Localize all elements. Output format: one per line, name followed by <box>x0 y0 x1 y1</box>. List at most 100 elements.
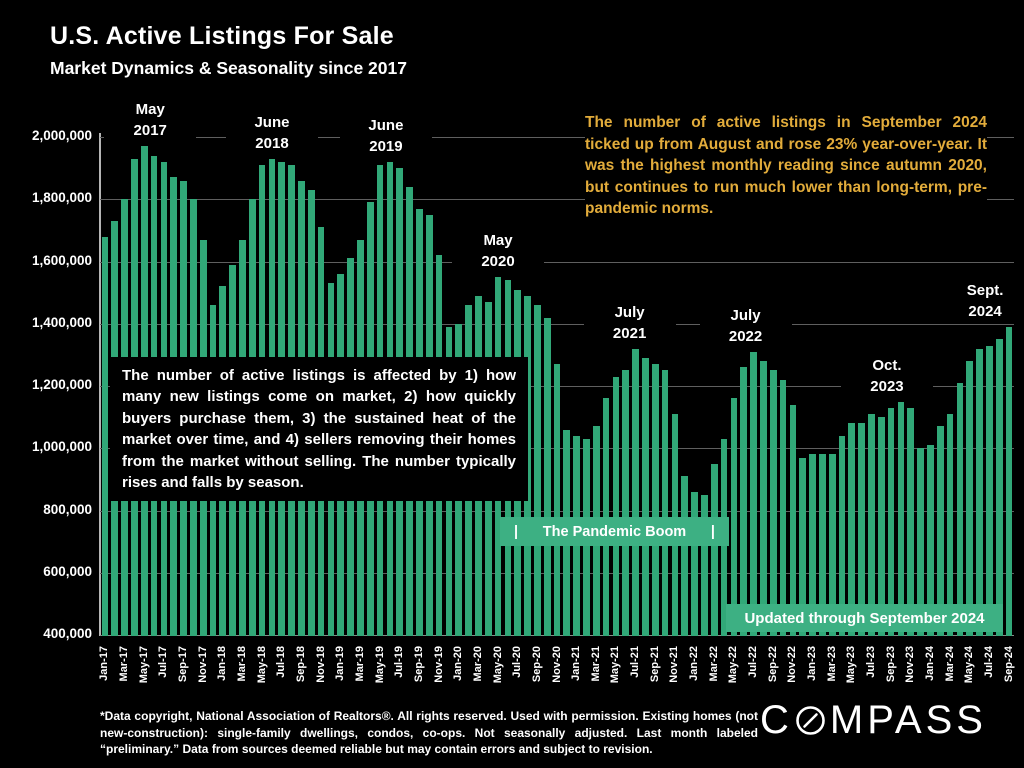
y-tick-label: 800,000 <box>43 501 92 517</box>
x-tick-label: Jul-22 <box>747 646 760 678</box>
page-subtitle: Market Dynamics & Seasonality since 2017 <box>50 58 407 78</box>
commentary-note: The number of active listings in Septemb… <box>585 112 987 220</box>
bar <box>936 426 944 636</box>
gridline <box>100 137 1014 138</box>
x-tick-label: Sep-19 <box>412 646 425 683</box>
x-tick-label: Mar-22 <box>707 646 720 682</box>
bar <box>887 407 895 636</box>
bar <box>543 317 551 636</box>
y-tick-label: 1,600,000 <box>31 252 92 268</box>
gridline <box>100 323 1014 325</box>
x-tick-label: Mar-17 <box>118 646 131 682</box>
x-tick-label: Jan-18 <box>216 646 229 681</box>
bar <box>691 491 698 636</box>
bar <box>838 435 846 636</box>
bar <box>101 236 109 636</box>
bar <box>681 476 689 636</box>
logo-text-c: C <box>760 698 793 742</box>
page-title: U.S. Active Listings For Sale <box>50 22 394 50</box>
x-tick-label: Jul-24 <box>982 646 995 678</box>
bar <box>966 361 974 636</box>
y-tick-label: 1,000,000 <box>31 439 92 455</box>
peak-label: July 2022 <box>699 304 792 347</box>
bar <box>877 417 885 636</box>
x-tick-label: Jan-24 <box>923 646 936 681</box>
banner-label: The Pandemic Boom <box>542 523 687 540</box>
bar <box>868 414 875 636</box>
y-tick-label: 400,000 <box>43 626 92 641</box>
bar <box>799 457 807 636</box>
x-tick-label: Nov-21 <box>668 646 681 683</box>
x-tick-label: May-24 <box>963 646 976 684</box>
logo-text-mpass: MPASS <box>829 698 987 742</box>
peak-label: June 2018 <box>225 111 318 154</box>
x-tick-label: Sep-18 <box>294 646 307 683</box>
bar <box>809 454 816 636</box>
bar <box>760 361 767 636</box>
peak-label: May 2017 <box>104 99 197 142</box>
x-tick-label: Mar-19 <box>353 646 366 682</box>
x-tick-label: May-21 <box>609 646 622 684</box>
bar <box>533 305 541 636</box>
gridline <box>100 199 1014 201</box>
bar <box>701 494 708 636</box>
y-tick-label: 600,000 <box>43 563 92 579</box>
bar <box>740 367 748 636</box>
peak-label: July 2021 <box>583 301 676 344</box>
bar <box>730 398 738 636</box>
x-tick-label: Jul-17 <box>157 646 170 678</box>
bar <box>897 401 905 636</box>
x-tick-label: Sep-23 <box>884 646 897 683</box>
x-tick-label: May-18 <box>255 646 268 684</box>
x-tick-label: Mar-18 <box>236 646 248 682</box>
x-tick-label: May-17 <box>137 646 150 684</box>
bar <box>917 448 924 636</box>
x-tick-label: Jul-23 <box>864 646 877 678</box>
peak-label: May 2020 <box>452 230 545 273</box>
bar <box>622 370 630 636</box>
x-tick-label: Nov-22 <box>786 646 799 683</box>
peak-label: June 2019 <box>339 114 432 157</box>
bar <box>642 357 649 636</box>
bar <box>976 348 983 636</box>
x-tick-label: Jul-20 <box>511 646 524 678</box>
x-tick-label: May-19 <box>373 646 386 684</box>
bar <box>907 407 915 636</box>
x-tick-label: Nov-23 <box>904 646 917 683</box>
bar <box>1005 326 1013 636</box>
bar <box>769 370 777 636</box>
x-tick-label: Nov-18 <box>314 646 327 683</box>
x-tick-label: Nov-17 <box>196 646 209 683</box>
bar <box>779 379 787 636</box>
x-tick-label: Jul-21 <box>629 646 642 678</box>
x-tick-label: Jan-22 <box>688 646 701 681</box>
bar <box>819 454 826 636</box>
x-tick-label: Nov-19 <box>432 646 445 683</box>
bar <box>995 339 1003 636</box>
x-tick-label: Nov-20 <box>550 646 563 683</box>
x-tick-label: Jan-23 <box>806 646 819 681</box>
bar <box>553 364 561 636</box>
compass-needle-icon <box>796 705 825 735</box>
x-tick-label: Sep-22 <box>766 646 779 683</box>
y-axis-line <box>99 133 101 636</box>
gridline <box>100 261 1014 263</box>
y-tick-label: 1,800,000 <box>31 190 92 206</box>
explainer-box: The number of active listings is affecte… <box>110 357 528 502</box>
bar <box>750 351 757 636</box>
bar <box>789 404 797 636</box>
x-tick-label: Mar-23 <box>825 646 838 682</box>
updated-banner-label: Updated through September 2024 <box>744 609 985 627</box>
bar <box>632 348 639 636</box>
peak-label: Sept. 2024 <box>939 279 1024 322</box>
banner-right-pipe: | <box>710 523 715 540</box>
banner-left-pipe: | <box>514 523 519 540</box>
bar <box>858 423 865 636</box>
x-tick-label: Jan-21 <box>570 646 583 681</box>
y-tick-label: 1,400,000 <box>31 314 92 330</box>
x-tick-label: Sep-21 <box>648 646 661 683</box>
x-tick-label: Sep-24 <box>1002 646 1015 683</box>
bar <box>956 382 964 636</box>
bar <box>661 370 669 636</box>
x-tick-label: Jul-18 <box>275 646 288 678</box>
